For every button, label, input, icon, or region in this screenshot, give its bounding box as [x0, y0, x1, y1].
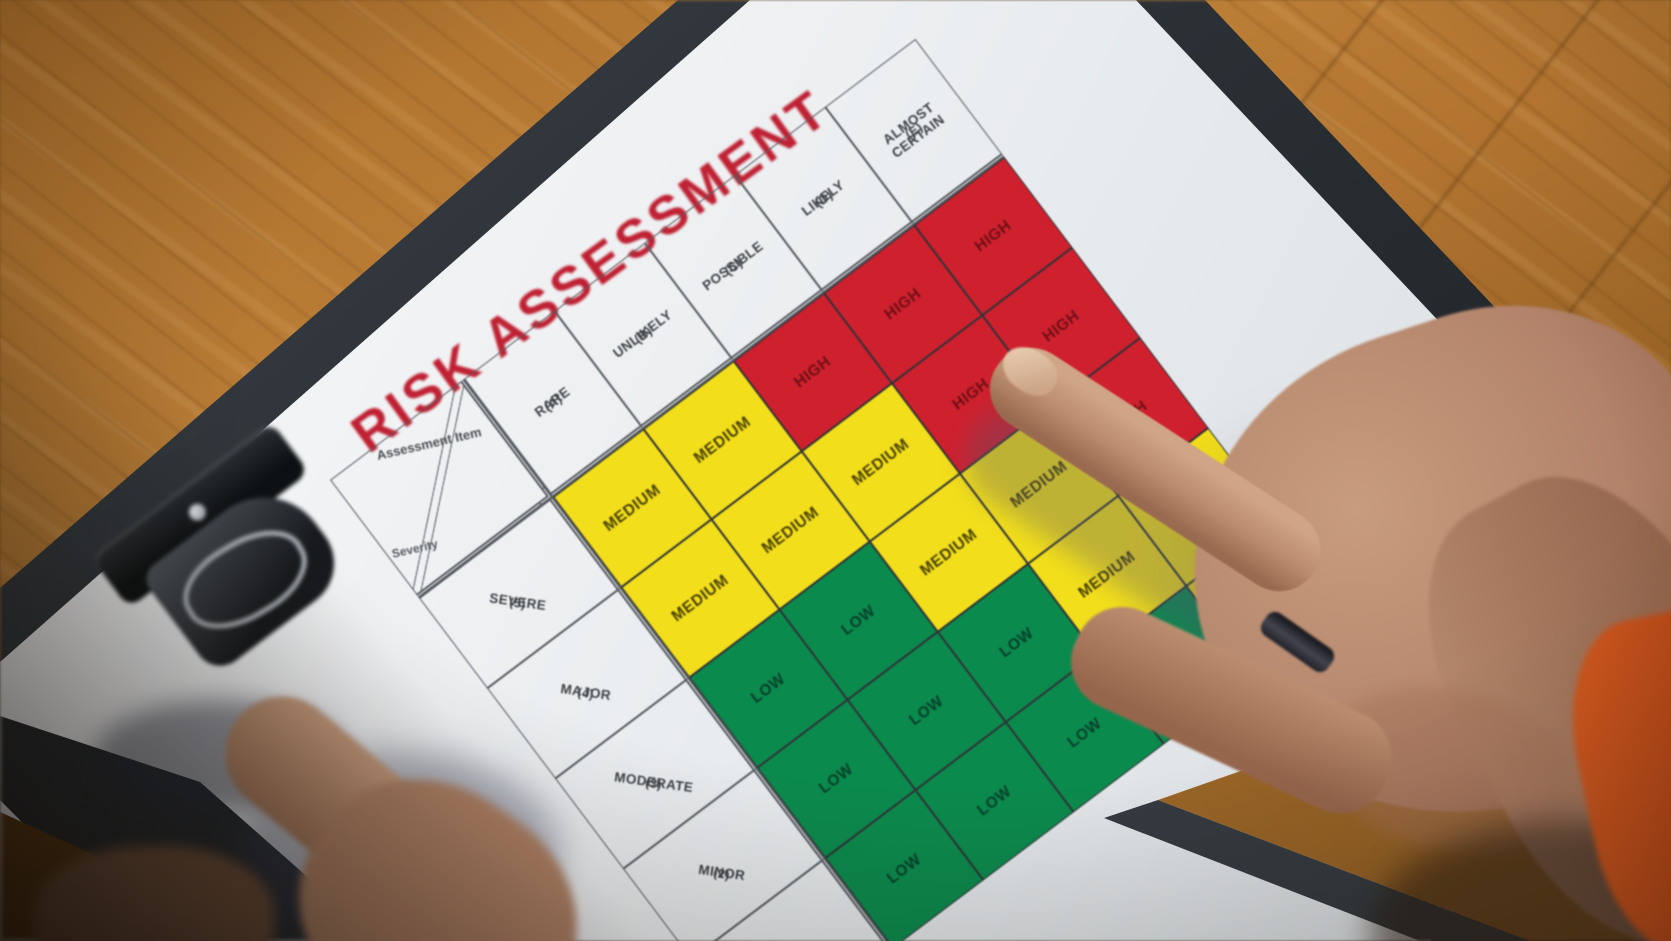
severity-code: (2) — [712, 865, 731, 882]
severity-code: (4) — [576, 685, 595, 702]
severity-code: (5) — [508, 594, 527, 611]
severity-code: (3) — [644, 775, 663, 792]
